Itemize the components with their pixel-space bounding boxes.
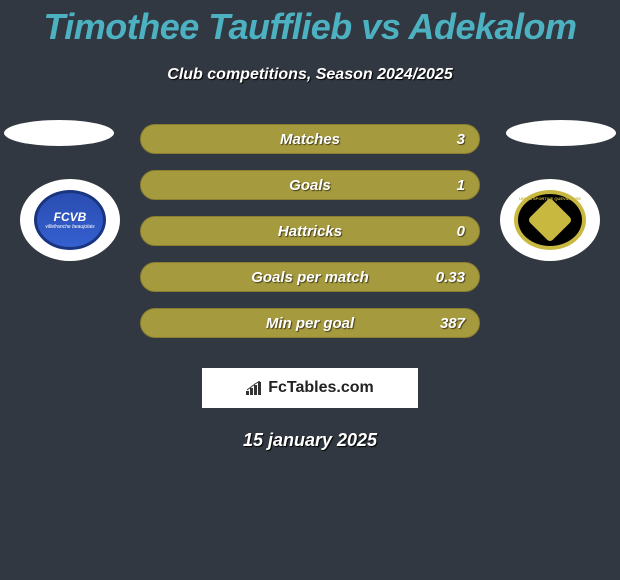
stat-row: Min per goal 387 [140,308,480,338]
stat-row: Matches 3 [140,124,480,154]
comparison-panel: FCVB villefranche beaujolais UNION SPORT… [0,124,620,451]
oval-right [506,120,616,146]
subtitle: Club competitions, Season 2024/2025 [0,66,620,84]
team-logo-right: UNION SPORTIVE QUEVILLAISE [500,179,600,261]
badge-right: UNION SPORTIVE QUEVILLAISE [514,190,586,250]
brand-box: FcTables.com [202,368,418,408]
oval-left [4,120,114,146]
badge-left-short: FCVB [54,210,87,224]
stat-value-right: 1 [457,177,465,194]
stat-value-right: 387 [440,315,465,332]
chart-icon [246,381,264,395]
stat-label: Goals [289,177,331,194]
stat-label: Goals per match [251,269,369,286]
stat-value-right: 0 [457,223,465,240]
stats-container: Matches 3 Goals 1 Hattricks 0 Goals per … [140,124,480,338]
stat-value-right: 0.33 [436,269,465,286]
stat-row: Goals per match 0.33 [140,262,480,292]
brand-text: FcTables.com [268,379,374,397]
stat-label: Hattricks [278,223,342,240]
stat-label: Matches [280,131,340,148]
page-title: Timothee Taufflieb vs Adekalom [0,0,620,48]
badge-right-inner [527,197,572,242]
stat-value-right: 3 [457,131,465,148]
stat-row: Hattricks 0 [140,216,480,246]
date-text: 15 january 2025 [0,430,620,451]
stat-row: Goals 1 [140,170,480,200]
team-logo-left: FCVB villefranche beaujolais [20,179,120,261]
stat-label: Min per goal [266,315,354,332]
badge-left: FCVB villefranche beaujolais [34,190,106,250]
badge-left-sub: villefranche beaujolais [45,224,94,230]
